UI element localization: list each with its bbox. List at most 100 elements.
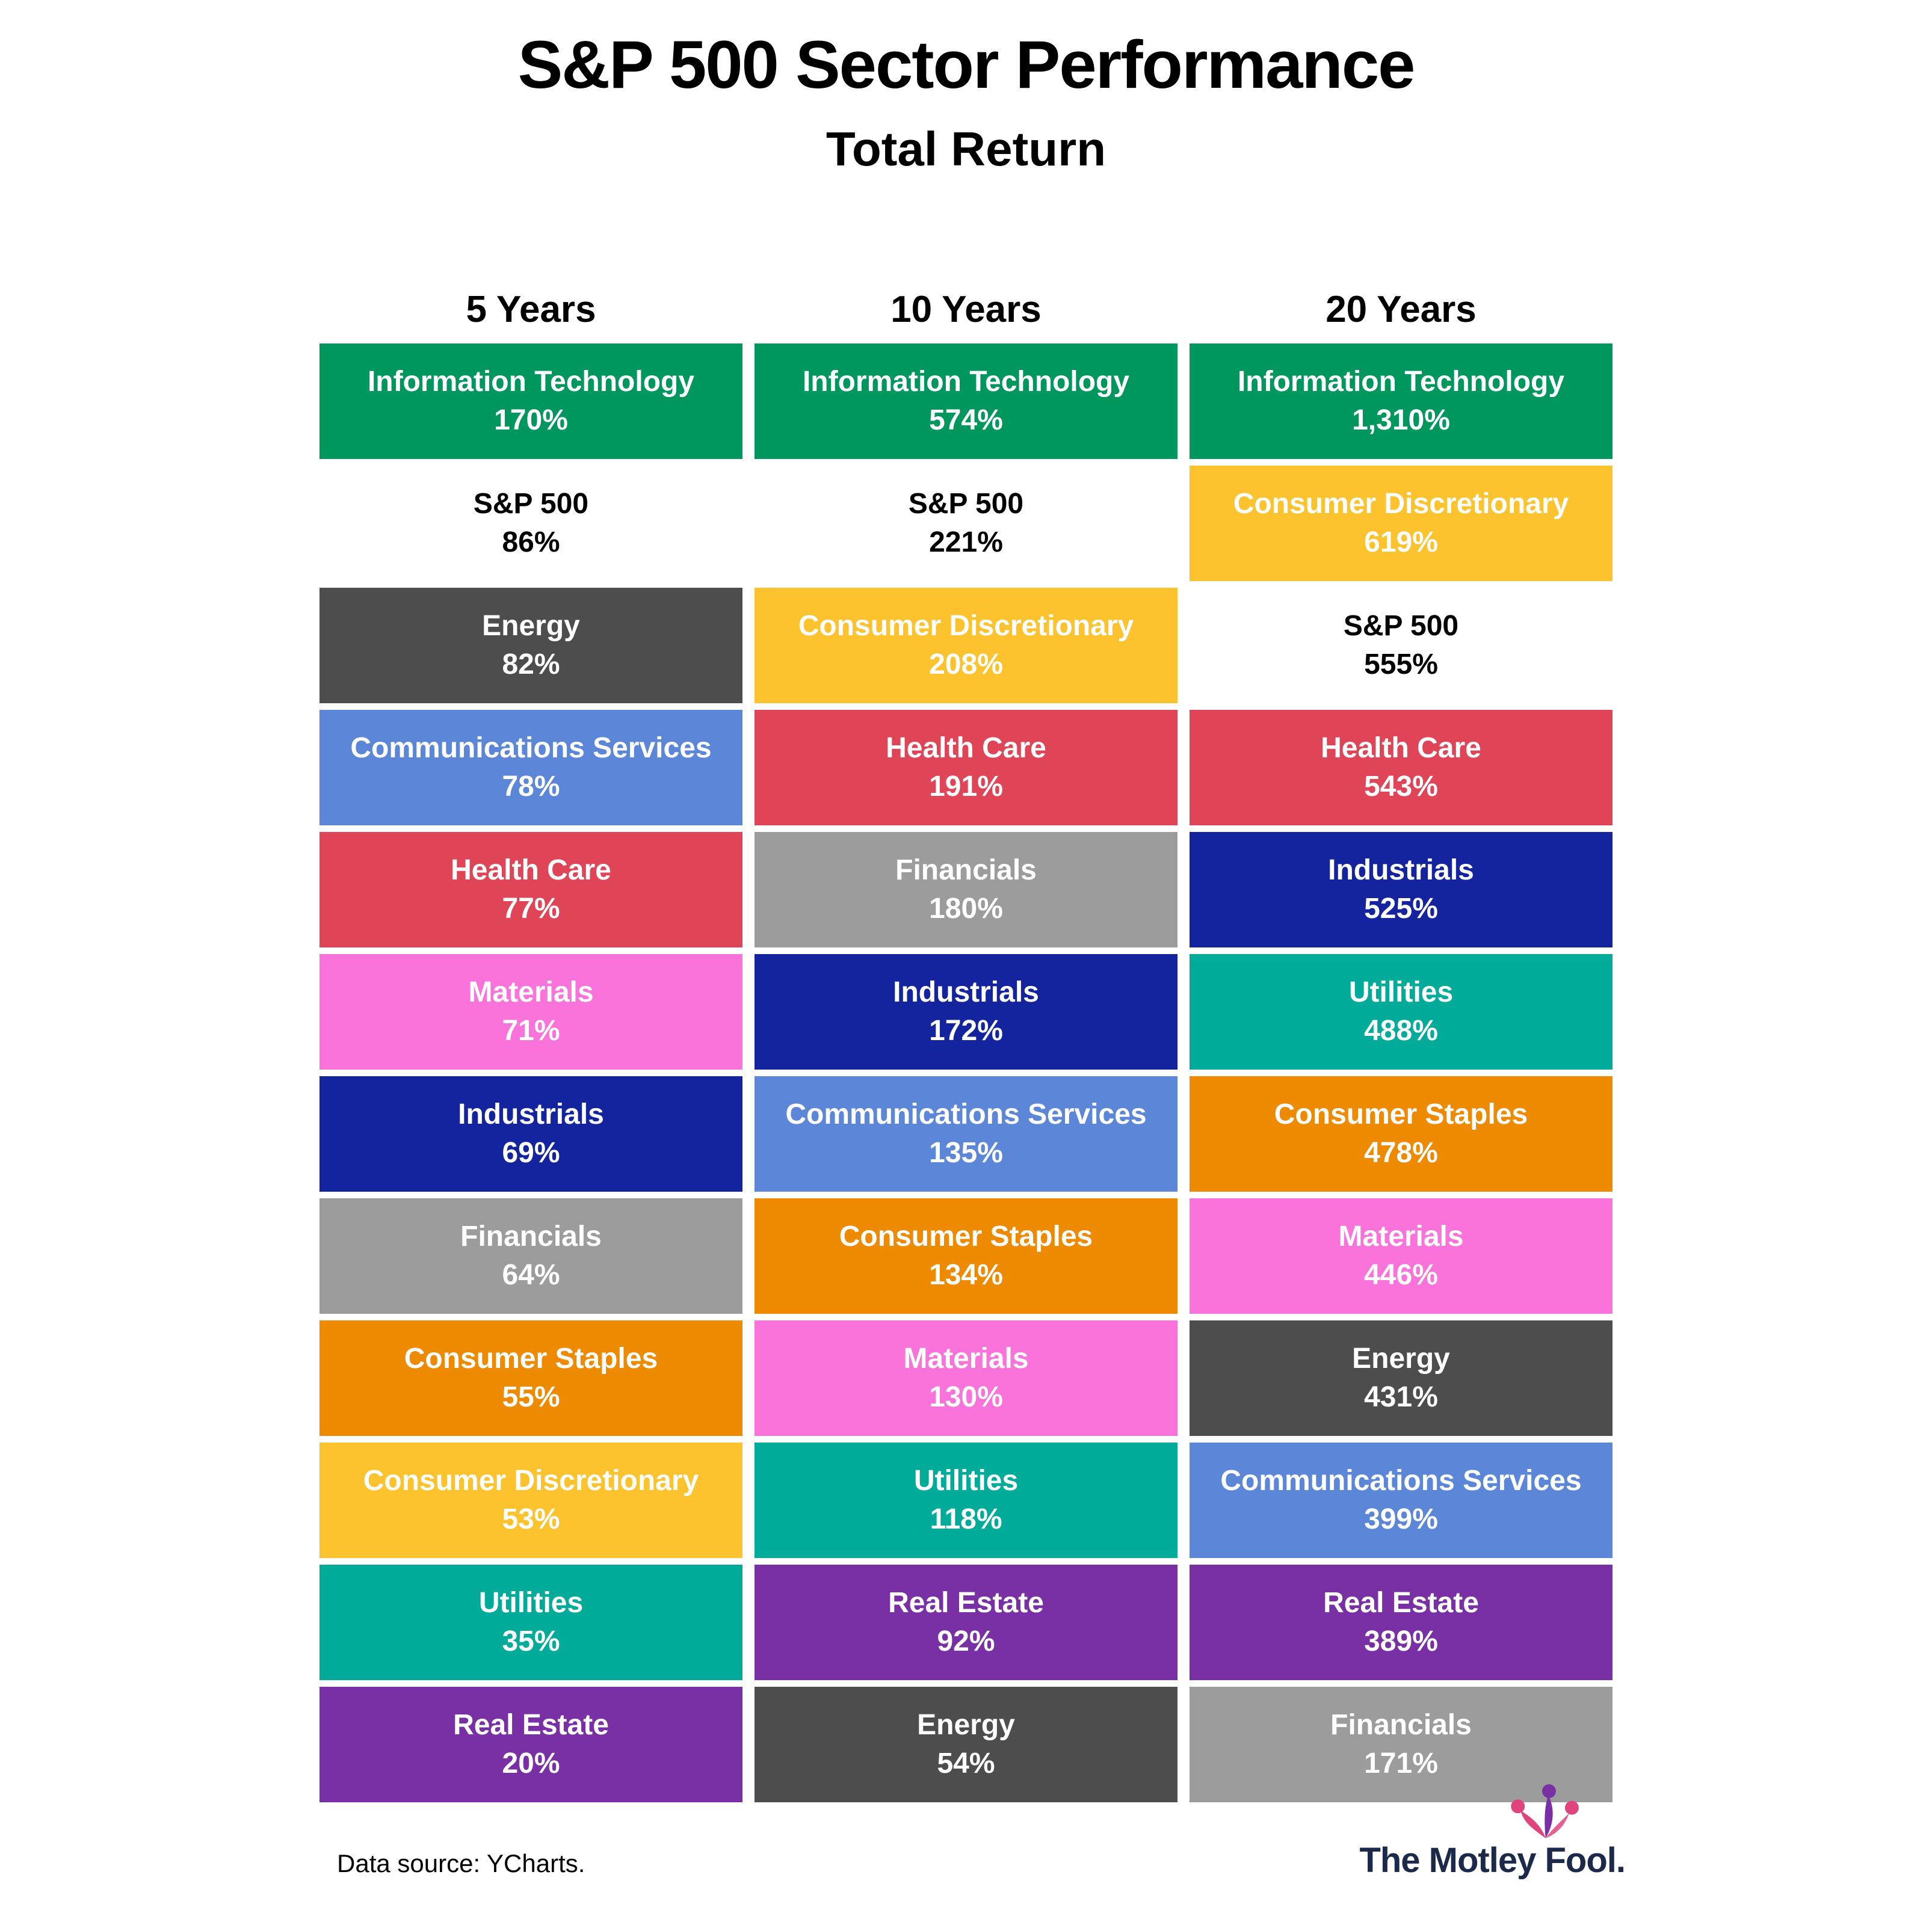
sector-return: 54% — [937, 1748, 995, 1779]
sector-return: 488% — [1364, 1015, 1438, 1047]
sector-label: Industrials — [458, 1098, 604, 1130]
sector-label: Industrials — [1328, 854, 1474, 886]
sector-block: Utilities 118% — [755, 1443, 1177, 1558]
sector-return: 77% — [502, 893, 560, 925]
sector-block: Industrials 69% — [319, 1076, 742, 1192]
sector-block: Energy 54% — [755, 1687, 1177, 1802]
column-20-years: 20 Years Information Technology 1,310% Cons… — [1190, 291, 1613, 1802]
sector-block: Health Care 77% — [319, 832, 742, 947]
sector-block: Consumer Discretionary 619% — [1190, 466, 1613, 581]
sector-block: Information Technology 1,310% — [1190, 343, 1613, 459]
sector-label: Financials — [460, 1221, 602, 1252]
sector-return: 208% — [929, 648, 1003, 680]
ranking-columns: 5 Years Information Technology 170% S&P 500… — [0, 291, 1932, 1802]
sector-label: Materials — [903, 1343, 1029, 1375]
column-header: 10 Years — [890, 289, 1042, 330]
sector-return: 399% — [1364, 1503, 1438, 1535]
sector-label: Financials — [895, 854, 1037, 886]
sector-return: 1,310% — [1352, 404, 1450, 436]
sector-label: Consumer Staples — [839, 1221, 1093, 1252]
sector-label: Real Estate — [888, 1587, 1044, 1619]
sector-block: S&P 500 221% — [755, 466, 1177, 581]
sector-label: Utilities — [913, 1465, 1019, 1497]
sector-return: 71% — [502, 1015, 560, 1047]
sector-block: Health Care 543% — [1190, 710, 1613, 825]
sector-block: Consumer Staples 478% — [1190, 1076, 1613, 1192]
sector-label: Real Estate — [453, 1709, 609, 1741]
sector-label: S&P 500 — [908, 488, 1024, 520]
sector-block: S&P 500 555% — [1190, 588, 1613, 703]
sector-block: Information Technology 170% — [319, 343, 742, 459]
sector-return: 82% — [502, 648, 560, 680]
sector-label: Information Technology — [367, 366, 695, 398]
sector-block: Materials 71% — [319, 954, 742, 1070]
sector-return: 180% — [929, 893, 1003, 925]
sector-block: Materials 446% — [1190, 1198, 1613, 1314]
sector-label: Materials — [468, 976, 594, 1008]
sector-label: Financials — [1330, 1709, 1472, 1741]
sector-label: Health Care — [886, 732, 1046, 764]
sector-label: Utilities — [478, 1587, 584, 1619]
sector-return: 134% — [929, 1259, 1003, 1291]
sector-return: 170% — [494, 404, 568, 436]
column-5-years: 5 Years Information Technology 170% S&P 500… — [319, 291, 742, 1802]
sector-block: Real Estate 389% — [1190, 1565, 1613, 1680]
sector-block: Consumer Discretionary 53% — [319, 1443, 742, 1558]
page-title: S&P 500 Sector Performance — [517, 27, 1416, 102]
sector-return: 55% — [502, 1381, 560, 1413]
sector-return: 35% — [502, 1625, 560, 1657]
sector-block: Health Care 191% — [755, 710, 1177, 825]
sector-return: 69% — [502, 1137, 560, 1169]
sector-block: Utilities 35% — [319, 1565, 742, 1680]
sector-label: Consumer Discretionary — [1233, 488, 1569, 520]
sector-return: 431% — [1364, 1381, 1438, 1413]
sector-label: Energy — [482, 610, 580, 642]
sector-label: Communications Services — [350, 732, 712, 764]
sector-return: 525% — [1364, 893, 1438, 925]
sector-label: Consumer Staples — [1274, 1098, 1528, 1130]
sector-return: 20% — [502, 1748, 560, 1779]
sector-return: 86% — [502, 526, 560, 558]
sector-return: 555% — [1364, 648, 1438, 680]
sector-return: 92% — [937, 1625, 995, 1657]
column-header: 20 Years — [1326, 289, 1477, 330]
sector-block: Materials 130% — [755, 1320, 1177, 1436]
brand-logo: The Motley Fool. — [1359, 1784, 1626, 1878]
sector-label: Materials — [1338, 1221, 1464, 1252]
data-source: Data source: YCharts. — [337, 1849, 585, 1877]
sector-return: 130% — [929, 1381, 1003, 1413]
sector-block: Information Technology 574% — [755, 343, 1177, 459]
sector-label: Consumer Discretionary — [798, 610, 1134, 642]
sector-label: Information Technology — [802, 366, 1130, 398]
sector-label: Health Care — [1321, 732, 1481, 764]
page-subtitle: Total Return — [826, 122, 1106, 176]
jester-hat-icon — [1511, 1784, 1579, 1838]
sector-return: 191% — [929, 771, 1003, 802]
sector-block: Industrials 172% — [755, 954, 1177, 1070]
sector-block: Financials 64% — [319, 1198, 742, 1314]
sector-return: 135% — [929, 1137, 1003, 1169]
sector-block: Consumer Staples 134% — [755, 1198, 1177, 1314]
sector-label: Communications Services — [1220, 1465, 1582, 1497]
sector-block: Real Estate 92% — [755, 1565, 1177, 1680]
column-10-years: 10 Years Information Technology 574% S&P 50… — [755, 291, 1177, 1802]
sector-label: Utilities — [1348, 976, 1454, 1008]
sector-return: 446% — [1364, 1259, 1438, 1291]
sector-label: Energy — [1352, 1343, 1450, 1375]
sector-label: Industrials — [893, 976, 1039, 1008]
sector-return: 221% — [929, 526, 1003, 558]
sector-block: Communications Services 135% — [755, 1076, 1177, 1192]
sector-return: 478% — [1364, 1137, 1438, 1169]
sector-block: Real Estate 20% — [319, 1687, 742, 1802]
sector-return: 619% — [1364, 526, 1438, 558]
sector-block: Energy 431% — [1190, 1320, 1613, 1436]
sector-label: S&P 500 — [473, 488, 589, 520]
sector-block: Consumer Staples 55% — [319, 1320, 742, 1436]
sector-block: Financials 180% — [755, 832, 1177, 947]
sector-block: Financials 171% — [1190, 1687, 1613, 1802]
sector-return: 53% — [502, 1503, 560, 1535]
sector-return: 78% — [502, 771, 560, 802]
column-header: 5 Years — [466, 289, 596, 330]
sector-label: Energy — [917, 1709, 1015, 1741]
sector-return: 118% — [930, 1503, 1002, 1535]
